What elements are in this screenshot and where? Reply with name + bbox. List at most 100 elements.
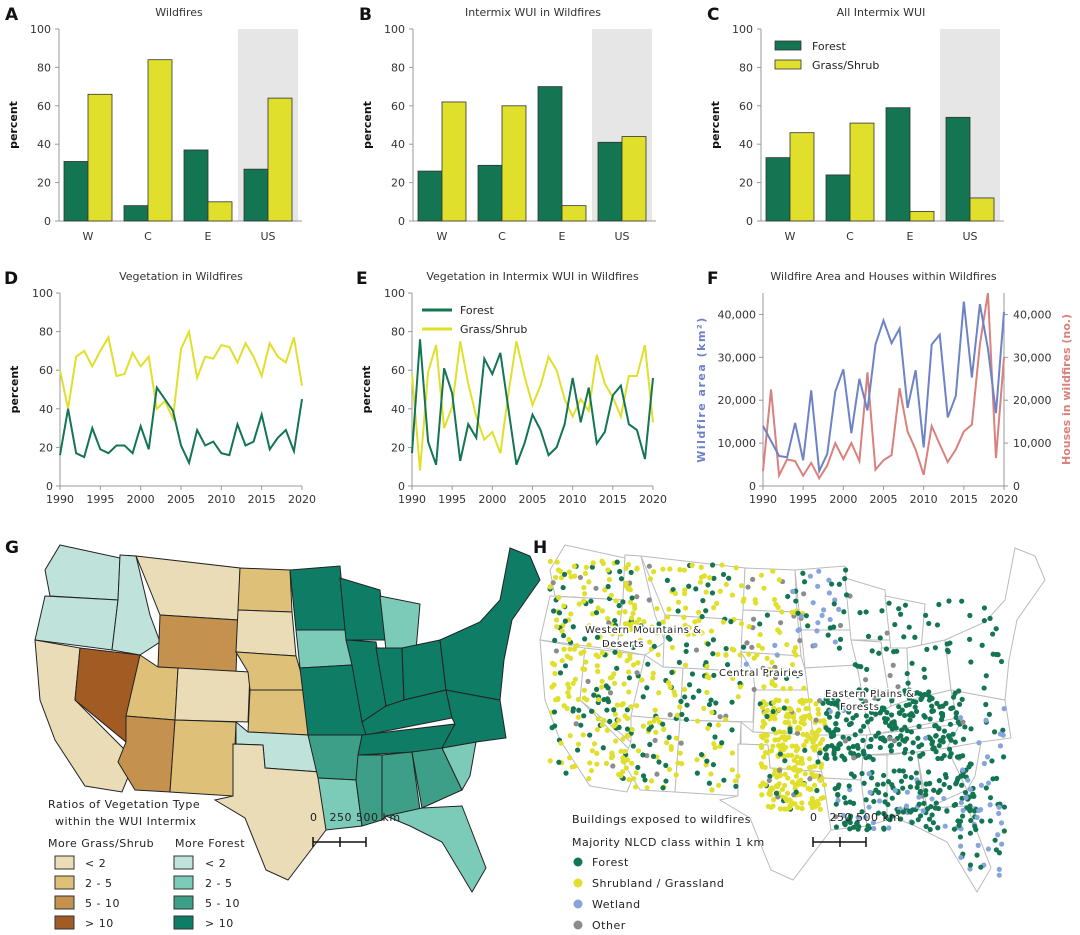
building-dot	[715, 722, 722, 728]
building-dot	[983, 785, 989, 791]
building-dot	[720, 571, 727, 578]
x-tick-label-W: W	[437, 230, 448, 243]
building-dot	[580, 598, 587, 604]
building-dot	[893, 725, 899, 731]
building-dot	[582, 570, 588, 577]
building-dot	[803, 613, 809, 619]
building-dot	[971, 793, 977, 799]
building-dot	[929, 796, 935, 802]
building-dot	[785, 593, 791, 600]
building-dot	[846, 745, 852, 751]
building-dot	[681, 591, 688, 597]
building-dot	[628, 704, 634, 710]
building-dot	[710, 637, 717, 643]
building-dot	[595, 716, 601, 722]
building-dot	[604, 707, 610, 713]
building-dot	[831, 700, 837, 706]
building-dot	[1001, 706, 1007, 712]
building-dot	[644, 685, 650, 691]
building-dot	[792, 719, 798, 725]
building-dot	[710, 562, 716, 568]
building-dot	[856, 824, 862, 830]
building-dot	[812, 642, 818, 648]
building-dot	[860, 748, 867, 754]
building-dot	[749, 644, 755, 650]
building-dot	[581, 649, 587, 655]
building-dot	[765, 750, 771, 756]
building-dot	[644, 785, 650, 791]
building-dot	[891, 649, 897, 655]
building-dot	[582, 636, 588, 642]
y-tick-label: 20	[739, 177, 753, 190]
building-dot	[616, 610, 622, 616]
building-dot	[904, 789, 910, 795]
y-tick-label-right: 10,000	[1013, 437, 1052, 450]
building-dot	[811, 747, 818, 753]
building-dot	[729, 767, 735, 773]
building-dot	[577, 574, 584, 581]
building-dot	[923, 823, 929, 830]
building-dot	[686, 583, 692, 589]
building-dot	[942, 823, 948, 829]
building-dot	[612, 649, 618, 655]
building-dot	[774, 774, 780, 780]
building-dot	[906, 701, 912, 708]
building-dot	[627, 652, 633, 658]
building-dot	[721, 777, 727, 783]
x-tick-label: 2000	[127, 493, 155, 506]
bar-forest-E	[885, 107, 911, 222]
building-dot	[967, 786, 973, 792]
panel-label-H: H	[533, 538, 547, 558]
building-dot	[946, 746, 953, 752]
building-dot	[667, 636, 673, 642]
building-dot	[864, 827, 870, 833]
building-dot	[654, 771, 660, 777]
building-dot	[987, 802, 993, 808]
building-dot	[843, 592, 850, 598]
building-dot	[836, 606, 842, 612]
building-dot	[707, 575, 713, 581]
building-dot	[683, 716, 690, 723]
building-dot	[566, 636, 572, 643]
building-dot	[826, 590, 832, 596]
building-dot	[881, 825, 887, 831]
panel-label-C: C	[707, 5, 719, 25]
building-dot	[616, 653, 623, 659]
building-dot	[842, 576, 848, 582]
building-dot	[813, 701, 819, 707]
state-wi	[844, 577, 892, 641]
building-dot	[606, 620, 612, 626]
building-dot	[957, 818, 964, 824]
state-id	[111, 554, 161, 656]
building-dot	[862, 814, 868, 820]
legend-class-label: < 2	[85, 857, 106, 870]
building-dot	[791, 757, 797, 763]
y-tick-label: 0	[46, 480, 53, 493]
building-dot	[955, 719, 961, 725]
building-dot	[891, 719, 897, 725]
building-dot	[896, 606, 902, 612]
building-dot	[984, 754, 991, 760]
building-dot	[591, 741, 598, 747]
building-dot	[628, 569, 634, 576]
building-dot	[896, 704, 902, 710]
building-dot	[588, 598, 594, 604]
building-dot	[613, 738, 619, 744]
building-dot	[566, 569, 572, 575]
building-dot	[795, 781, 801, 787]
building-dot	[822, 755, 828, 761]
building-dot	[981, 618, 987, 624]
building-dot	[706, 780, 712, 786]
building-dot	[846, 783, 852, 789]
building-dot	[981, 605, 988, 611]
y-tick-label: 40	[391, 138, 405, 151]
building-dot	[616, 603, 622, 609]
building-dot	[882, 792, 889, 798]
building-dot	[852, 732, 858, 738]
building-dot	[916, 780, 922, 786]
region-label: Deserts	[602, 639, 644, 650]
building-dot	[958, 854, 964, 861]
building-dot	[789, 661, 796, 668]
legend-title: Majority NLCD class within 1 km	[572, 836, 765, 849]
line-forest	[411, 339, 654, 466]
